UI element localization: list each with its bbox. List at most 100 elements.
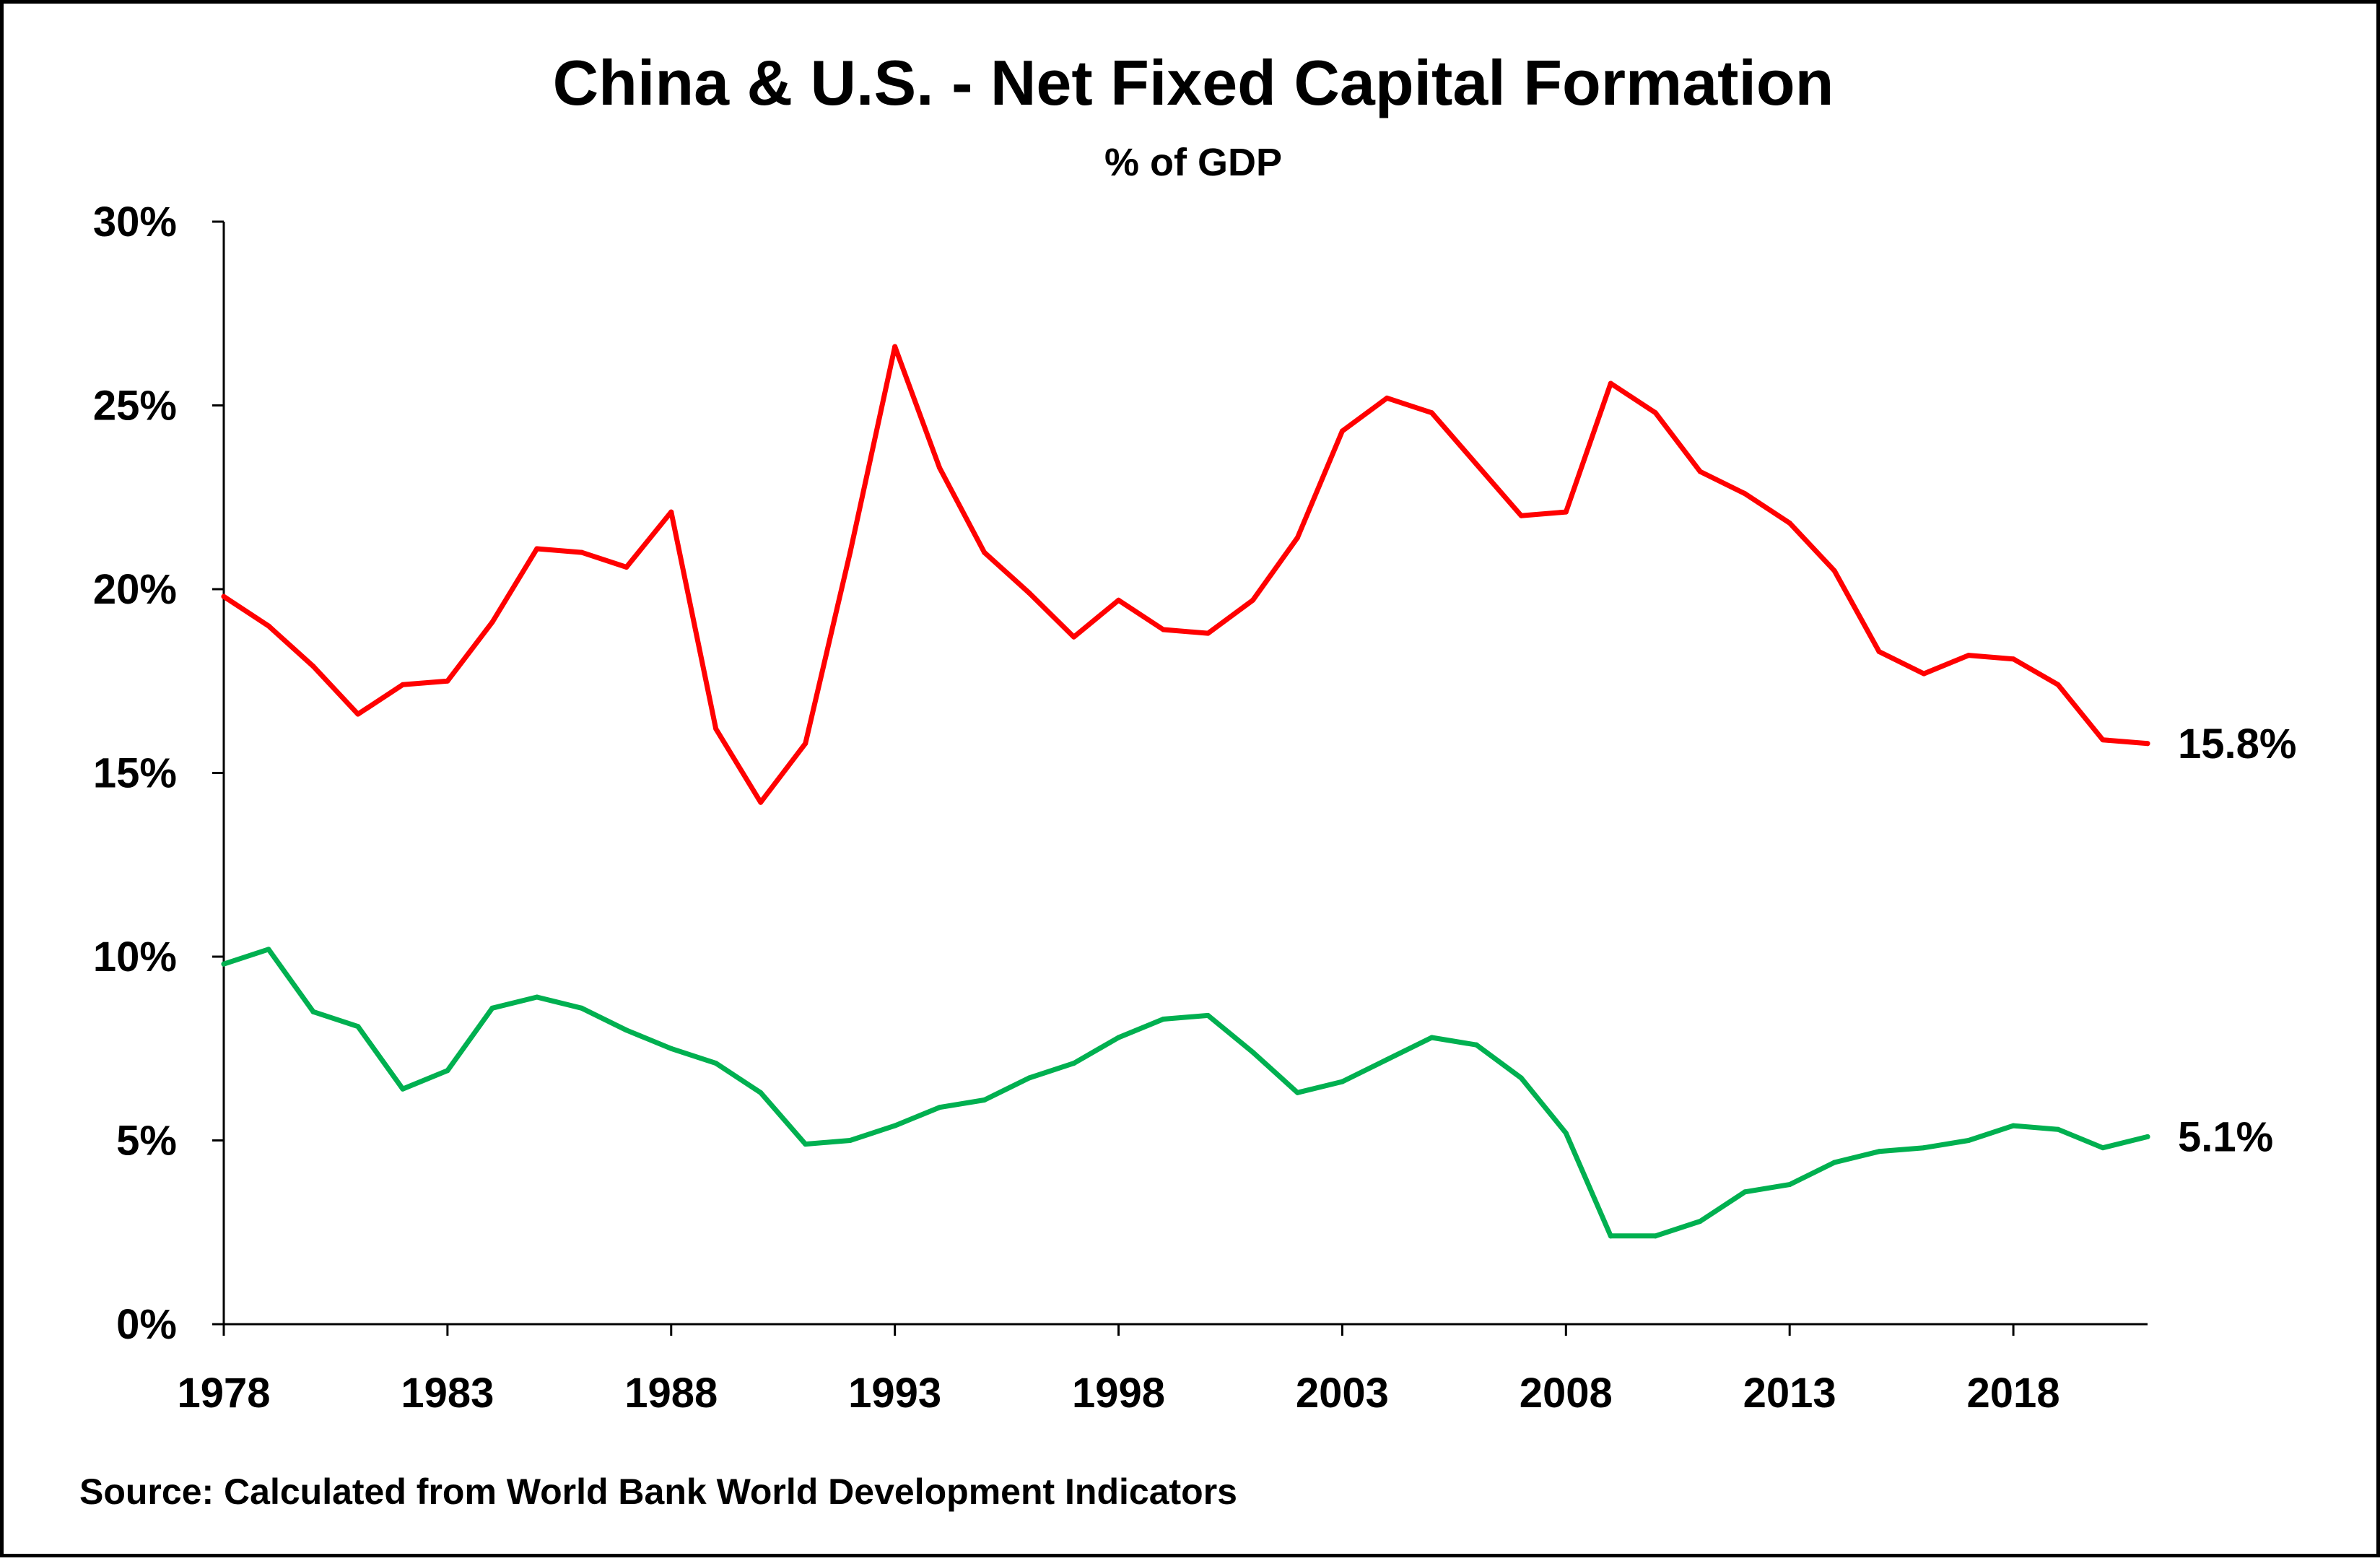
data-point-u-s (489, 1005, 495, 1011)
x-tick-label: 1988 (624, 1370, 718, 1417)
data-point-china (1518, 513, 1524, 518)
data-point-china (1652, 410, 1658, 416)
data-point-china (937, 465, 943, 471)
data-point-china (1742, 491, 1748, 497)
series-layer (221, 344, 2150, 1239)
data-point-u-s (1339, 1079, 1345, 1084)
data-point-u-s (758, 1090, 764, 1095)
data-point-u-s (1384, 1057, 1390, 1063)
end-labels: 15.8% 5.1% (2178, 721, 2296, 1161)
data-point-u-s (310, 1009, 316, 1014)
data-point-china (1071, 634, 1077, 640)
data-point-china (579, 549, 585, 555)
data-point-u-s (2010, 1123, 2016, 1129)
x-tick-label: 1983 (401, 1370, 494, 1417)
data-point-u-s (1966, 1138, 1971, 1143)
data-point-u-s (847, 1138, 853, 1143)
data-point-china (221, 593, 227, 599)
data-point-u-s (624, 1027, 629, 1033)
data-point-u-s (1608, 1233, 1613, 1239)
data-point-china (1608, 381, 1613, 386)
data-point-china (982, 549, 988, 555)
data-point-u-s (1071, 1061, 1077, 1066)
end-label-china: 15.8% (2178, 721, 2296, 768)
data-point-china (892, 344, 898, 349)
data-point-china (489, 619, 495, 625)
y-tick-label: 5% (116, 1118, 177, 1165)
data-point-u-s (1787, 1182, 1792, 1188)
data-point-u-s (713, 1061, 719, 1066)
data-point-china (713, 726, 719, 731)
data-point-u-s (355, 1024, 361, 1030)
data-point-u-s (892, 1123, 898, 1129)
data-point-u-s (1161, 1017, 1167, 1022)
data-point-china (2100, 737, 2106, 743)
y-axis: 0% 5% 10% 15% 20% 25% 30% (93, 199, 225, 1348)
data-point-china (2055, 682, 2061, 687)
data-point-u-s (445, 1068, 450, 1074)
data-point-china (1921, 671, 1927, 677)
data-point-u-s (1026, 1075, 1032, 1081)
x-tick-label: 2013 (1743, 1370, 1836, 1417)
data-point-china (1294, 535, 1300, 541)
x-tick-label: 1998 (1072, 1370, 1165, 1417)
data-point-china (1384, 395, 1390, 401)
data-point-u-s (2055, 1126, 2061, 1132)
y-tick-label: 0% (116, 1301, 177, 1348)
y-tick-label: 30% (93, 199, 177, 245)
data-point-u-s (1563, 1130, 1569, 1136)
data-point-china (1205, 630, 1211, 636)
data-point-china (1116, 597, 1122, 603)
data-point-u-s (1429, 1035, 1434, 1040)
data-point-china (1026, 590, 1032, 596)
data-point-u-s (534, 994, 540, 1000)
data-point-u-s (1473, 1042, 1479, 1048)
data-point-china (1966, 653, 1971, 658)
data-point-u-s (1116, 1035, 1122, 1040)
chart-title: China & U.S. - Net Fixed Capital Formati… (553, 47, 1834, 118)
data-point-china (1429, 410, 1434, 416)
data-point-china (1876, 649, 1882, 655)
data-point-china (847, 549, 853, 555)
data-point-china (1339, 428, 1345, 434)
data-point-u-s (1652, 1233, 1658, 1239)
data-point-u-s (937, 1105, 943, 1110)
end-label-u-s: 5.1% (2178, 1113, 2273, 1160)
data-point-u-s (1294, 1090, 1300, 1095)
data-point-u-s (1250, 1049, 1255, 1055)
x-tick-label: 2008 (1520, 1370, 1613, 1417)
chart-canvas: China & U.S. - Net Fixed Capital Formati… (79, 47, 2296, 1512)
data-point-u-s (1831, 1160, 1837, 1165)
series-line-u-s (221, 947, 2150, 1239)
x-tick-label: 1993 (848, 1370, 941, 1417)
data-point-u-s (579, 1005, 585, 1011)
data-point-china (1563, 509, 1569, 515)
data-point-china (803, 741, 808, 747)
data-point-china (400, 682, 406, 687)
data-point-china (266, 623, 271, 629)
data-point-china (1697, 469, 1703, 474)
data-point-u-s (982, 1097, 988, 1103)
y-tick-label: 15% (93, 750, 177, 797)
source-note: Source: Calculated from World Bank World… (79, 1471, 1237, 1512)
x-tick-label: 2018 (1967, 1370, 2060, 1417)
data-point-china (2145, 741, 2150, 747)
data-point-u-s (1876, 1149, 1882, 1155)
x-tick-label: 1978 (177, 1370, 270, 1417)
series-line-china (221, 344, 2150, 805)
data-point-china (1473, 461, 1479, 467)
y-tick-label: 25% (93, 383, 177, 430)
data-point-u-s (1921, 1145, 1927, 1151)
y-tick-label: 20% (93, 566, 177, 613)
data-point-china (758, 799, 764, 805)
x-tick-label: 2003 (1296, 1370, 1389, 1417)
data-point-china (2010, 656, 2016, 662)
data-point-china (1161, 627, 1167, 632)
data-point-u-s (2145, 1134, 2150, 1139)
data-point-u-s (1205, 1012, 1211, 1018)
data-point-u-s (266, 947, 271, 952)
data-point-china (1831, 568, 1837, 574)
data-point-china (668, 509, 674, 515)
x-axis: 1978 1983 1988 1993 1998 2003 2008 2013 2018 (177, 1323, 2148, 1417)
